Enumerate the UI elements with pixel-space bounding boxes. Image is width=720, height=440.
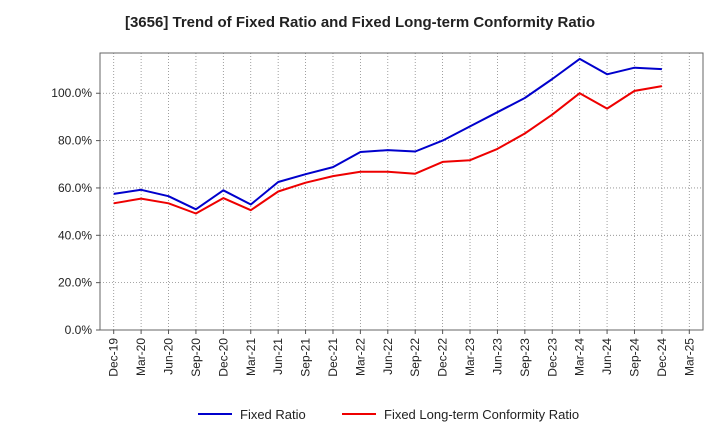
y-tick-label: 100.0% (51, 86, 92, 100)
x-tick-label: Sep-20 (189, 338, 203, 377)
x-tick-label: Jun-22 (381, 338, 395, 375)
axes (99, 52, 704, 331)
x-tick-label: Sep-21 (299, 338, 313, 377)
x-tick-label: Mar-23 (463, 338, 477, 376)
x-tick-label: Sep-22 (408, 338, 422, 377)
x-tick-label: Dec-24 (655, 338, 669, 377)
y-axis-ticks: 0.0% 20.0% 40.0% 60.0% 80.0% 100.0% (51, 86, 100, 337)
legend-label: Fixed Ratio (240, 407, 306, 422)
x-tick-label: Jun-24 (600, 338, 614, 375)
x-tick-label: Dec-23 (545, 338, 559, 377)
x-tick-label: Dec-22 (436, 338, 450, 377)
x-tick-label: Dec-20 (216, 338, 230, 377)
legend: Fixed Ratio Fixed Long-term Conformity Ra… (198, 407, 579, 422)
legend-label: Fixed Long-term Conformity Ratio (384, 407, 579, 422)
grid (100, 53, 703, 330)
y-tick-label: 20.0% (58, 276, 92, 290)
x-tick-label: Mar-20 (134, 338, 148, 376)
x-tick-label: Mar-22 (353, 338, 367, 376)
x-tick-label: Dec-21 (326, 338, 340, 377)
y-tick-label: 80.0% (58, 134, 92, 148)
x-tick-label: Jun-21 (271, 338, 285, 375)
y-tick-label: 40.0% (58, 228, 92, 242)
series-lines (113, 57, 663, 215)
x-tick-label: Jun-20 (162, 338, 176, 375)
x-tick-label: Jun-23 (490, 338, 504, 375)
plot-frame (99, 52, 704, 331)
chart-title: [3656] Trend of Fixed Ratio and Fixed Lo… (124, 14, 596, 31)
x-tick-label: Sep-23 (518, 338, 532, 377)
x-tick-label: Mar-21 (244, 338, 258, 376)
x-tick-label: Mar-25 (682, 338, 696, 376)
series-line-fixed-ratio (113, 57, 662, 211)
series-line-fixed-long-term-conformity-ratio (113, 85, 663, 215)
x-tick-label: Sep-24 (627, 338, 641, 377)
x-tick-label: Mar-24 (573, 338, 587, 376)
y-tick-label: 60.0% (58, 181, 92, 195)
x-tick-label: Dec-19 (107, 338, 121, 377)
y-tick-label: 0.0% (65, 323, 93, 337)
x-axis-ticks: Dec-19 Mar-20 Jun-20 Sep-20 Dec-20 Mar-21 Jun-… (107, 330, 696, 377)
